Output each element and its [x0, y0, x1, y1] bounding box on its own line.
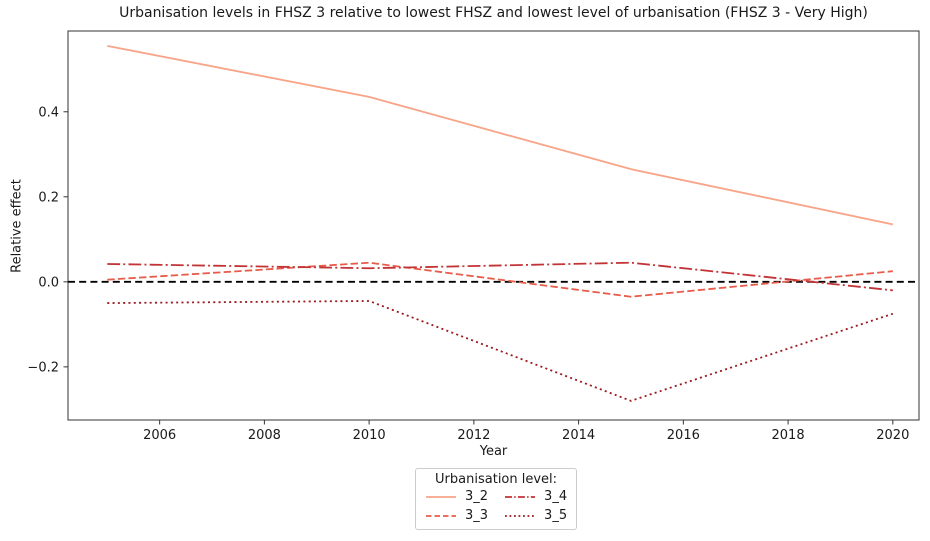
y-tick-label: 0.2 — [38, 190, 59, 205]
x-tick-label: 2008 — [248, 428, 281, 443]
x-tick-label: 2012 — [457, 428, 490, 443]
series-line-3_4 — [107, 261, 893, 292]
x-tick-label: 2018 — [772, 428, 805, 443]
x-tick-label: 2014 — [562, 428, 595, 443]
x-tick-label: 2016 — [667, 428, 700, 443]
legend: Urbanisation level: 3_2 3_3 3_4 3_5 — [415, 468, 578, 530]
series-line-3_5 — [107, 300, 894, 402]
legend-entry-3_3: 3_3 — [425, 508, 488, 524]
legend-line-sample-dotted — [505, 515, 536, 517]
y-tick-label: 0.0 — [38, 275, 59, 290]
legend-line-sample-dashed — [426, 515, 456, 517]
y-tick-label: 0.4 — [38, 105, 59, 120]
plot-border — [67, 30, 920, 421]
legend-entries: 3_2 3_3 3_4 3_5 — [425, 489, 567, 524]
x-tick-label: 2010 — [353, 428, 386, 443]
legend-line-sample-solid — [426, 496, 456, 498]
legend-entry-label: 3_4 — [544, 489, 568, 504]
legend-entry-3_5: 3_5 — [504, 508, 567, 524]
legend-entry-label: 3_5 — [544, 508, 568, 523]
legend-entry-3_2: 3_2 — [425, 489, 488, 505]
legend-entry-label: 3_2 — [465, 489, 489, 504]
x-tick-label: 2006 — [143, 428, 176, 443]
x-tick-label: 2020 — [876, 428, 909, 443]
legend-line-sample-dashdot — [505, 496, 536, 498]
series-line-3_2 — [107, 44, 894, 226]
legend-title: Urbanisation level: — [435, 472, 558, 487]
y-tick-label: −0.2 — [27, 360, 59, 375]
legend-entry-3_4: 3_4 — [504, 489, 567, 505]
x-axis-label: Year — [479, 444, 508, 459]
chart-title: Urbanisation levels in FHSZ 3 relative t… — [119, 5, 868, 21]
y-axis-label: Relative effect — [9, 179, 25, 273]
legend-entry-label: 3_3 — [465, 508, 489, 523]
series-line-3_3 — [107, 261, 893, 298]
